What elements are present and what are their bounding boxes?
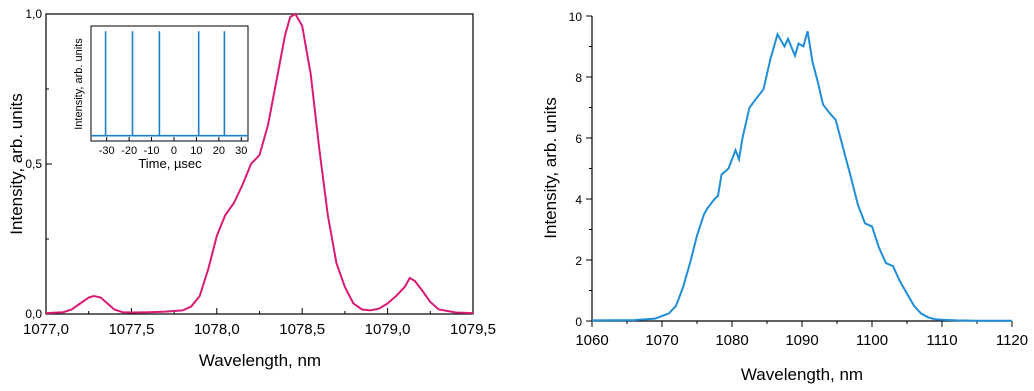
right-x-tick-label: 1060 [575, 332, 608, 349]
right-y-tick-label: 10 [569, 10, 583, 24]
left-y-tick-label: 0,5 [25, 157, 42, 171]
right-y-tick-label: 6 [575, 132, 582, 146]
inset-chart: -30 -20 -10 0 10 20 30 Time, µsec Intensity, a… [73, 25, 249, 171]
inset-x-tick-label: 30 [235, 145, 247, 157]
left-y-tick-label: 1,0 [25, 7, 42, 21]
right-y-tick-label: 0 [575, 315, 582, 329]
left-y-tick-label: 0,0 [25, 307, 42, 321]
inset-x-axis: -30 -20 -10 0 10 20 30 [99, 137, 247, 157]
right-x-tick-label: 1120 [996, 332, 1028, 349]
right-y-axis: 0 2 4 6 8 10 [569, 10, 592, 329]
inset-x-tick-label: -30 [99, 145, 115, 157]
right-y-axis-title: Intensity, arb. units [541, 97, 560, 238]
right-x-axis-title: Wavelength, nm [741, 365, 863, 384]
right-y-tick-label: 2 [575, 254, 582, 268]
left-chart: 1077,0 1077,5 1078,0 1078,5 1079,0 1079,5 0,0… [7, 7, 496, 370]
right-x-tick-label: 1080 [715, 332, 748, 349]
left-y-axis: 0,0 0,5 1,0 [25, 7, 52, 321]
inset-series-line [91, 31, 248, 137]
left-series-line [45, 12, 474, 315]
right-y-tick-label: 4 [575, 193, 582, 207]
right-x-axis: 1060 1070 1080 1090 1100 1110 1120 [575, 321, 1028, 349]
left-x-axis-title: Wavelength, nm [199, 351, 321, 370]
inset-x-tick-label: -20 [121, 145, 137, 157]
left-x-tick-label: 1078,5 [279, 321, 325, 338]
inset-x-tick-label: -10 [144, 145, 160, 157]
right-series-line [591, 31, 1012, 322]
left-y-axis-title: Intensity, arb. units [7, 93, 26, 234]
inset-frame [90, 25, 249, 142]
left-x-tick-label: 1079,5 [450, 321, 496, 338]
right-x-tick-label: 1090 [785, 332, 818, 349]
right-x-tick-label: 1100 [856, 332, 888, 349]
left-x-tick-label: 1078,0 [194, 321, 240, 338]
left-x-tick-label: 1077,0 [23, 321, 69, 338]
left-x-tick-label: 1079,0 [365, 321, 411, 338]
left-x-axis: 1077,0 1077,5 1078,0 1078,5 1079,0 1079,5 [23, 308, 496, 338]
inset-x-tick-label: 0 [171, 145, 177, 157]
left-x-tick-label: 1077,5 [108, 321, 154, 338]
right-x-tick-label: 1070 [645, 332, 678, 349]
right-y-tick-label: 8 [575, 71, 582, 85]
inset-x-tick-label: 20 [213, 145, 225, 157]
right-x-tick-label: 1110 [926, 332, 957, 349]
inset-y-axis-title: Intensity, arb. units [73, 38, 85, 130]
inset-x-tick-label: 10 [190, 145, 202, 157]
inset-x-axis-title: Time, µsec [138, 156, 202, 171]
right-chart: 1060 1070 1080 1090 1100 1110 1120 0 2 4 6 8 10 Wav… [541, 10, 1028, 384]
